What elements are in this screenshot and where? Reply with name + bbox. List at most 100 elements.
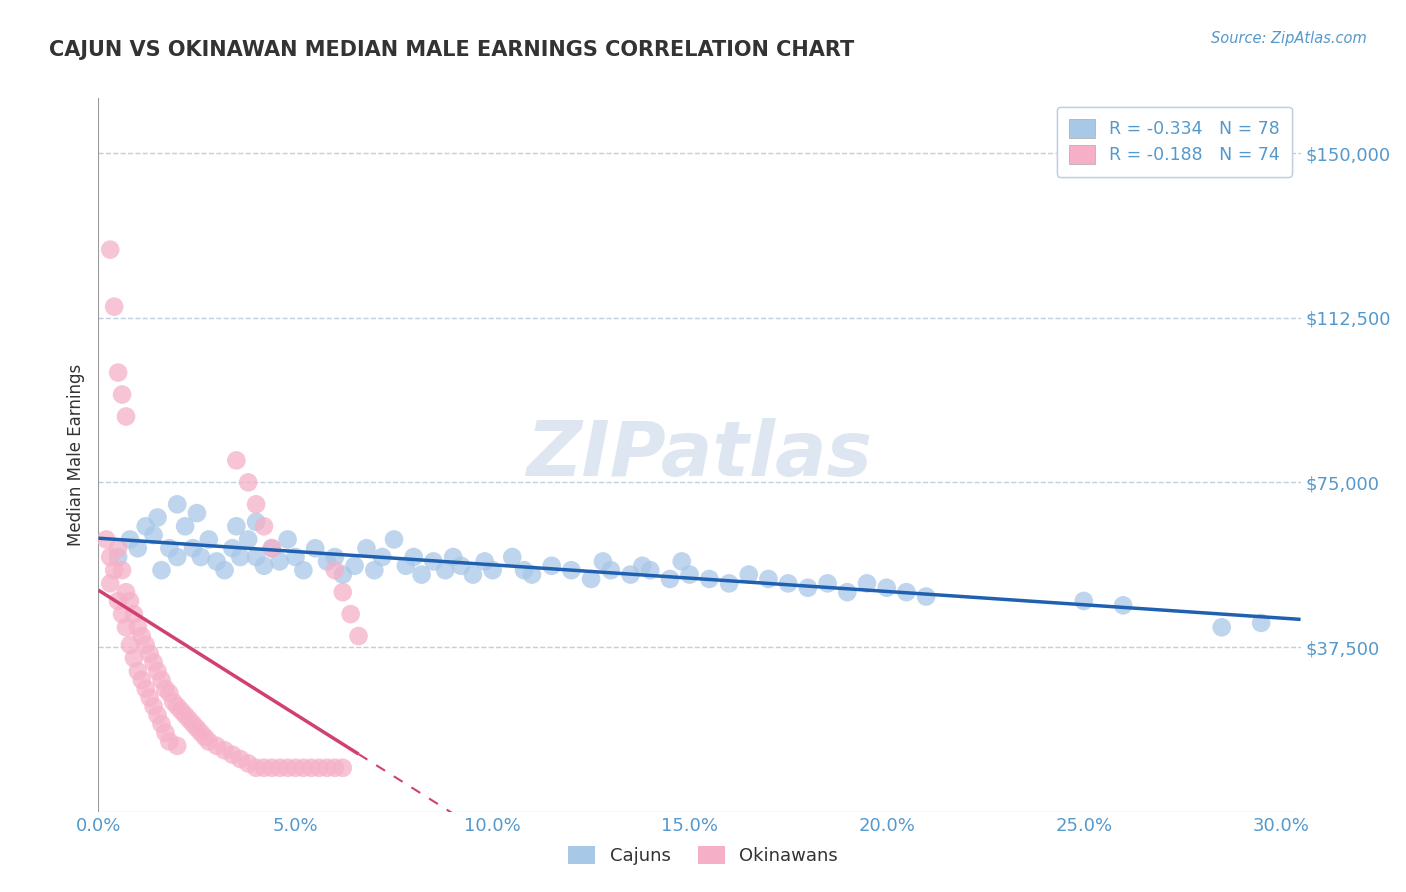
Point [1073, 594, 1095, 608]
Y-axis label: Median Male Earnings: Median Male Earnings [67, 364, 86, 546]
Point [817, 576, 839, 591]
Point [98, 243, 121, 257]
Point [513, 563, 536, 577]
Point [111, 607, 134, 621]
Point [277, 761, 299, 775]
Point [135, 681, 157, 696]
Point [1211, 620, 1233, 634]
Point [221, 747, 243, 762]
Point [245, 549, 267, 564]
Point [253, 519, 276, 533]
Point [332, 585, 354, 599]
Point [197, 533, 219, 547]
Point [678, 567, 700, 582]
Point [122, 607, 145, 621]
Point [671, 554, 693, 568]
Point [363, 563, 385, 577]
Point [356, 541, 378, 556]
Text: Source: ZipAtlas.com: Source: ZipAtlas.com [1211, 31, 1367, 46]
Point [118, 533, 141, 547]
Point [837, 585, 859, 599]
Point [107, 541, 129, 556]
Point [115, 620, 138, 634]
Point [323, 563, 346, 577]
Point [896, 585, 918, 599]
Point [245, 515, 267, 529]
Point [332, 567, 354, 582]
Point [560, 563, 582, 577]
Point [115, 409, 138, 424]
Point [135, 638, 157, 652]
Point [260, 541, 283, 556]
Point [260, 541, 283, 556]
Point [778, 576, 800, 591]
Point [253, 558, 276, 573]
Point [292, 563, 315, 577]
Point [107, 594, 129, 608]
Point [631, 558, 654, 573]
Point [166, 497, 188, 511]
Point [434, 563, 457, 577]
Point [181, 541, 204, 556]
Point [441, 549, 464, 564]
Legend: Cajuns, Okinawans: Cajuns, Okinawans [560, 837, 846, 874]
Point [225, 519, 247, 533]
Point [323, 549, 346, 564]
Point [127, 664, 149, 678]
Text: CAJUN VS OKINAWAN MEDIAN MALE EARNINGS CORRELATION CHART: CAJUN VS OKINAWAN MEDIAN MALE EARNINGS C… [49, 40, 855, 60]
Point [150, 563, 173, 577]
Point [738, 567, 761, 582]
Point [579, 572, 602, 586]
Point [190, 549, 212, 564]
Point [856, 576, 879, 591]
Point [186, 721, 208, 735]
Point [155, 725, 177, 739]
Point [138, 690, 160, 705]
Point [157, 734, 180, 748]
Point [238, 533, 260, 547]
Point [316, 761, 339, 775]
Point [638, 563, 661, 577]
Point [229, 752, 252, 766]
Point [115, 585, 138, 599]
Point [299, 761, 322, 775]
Point [316, 554, 339, 568]
Point [501, 549, 523, 564]
Point [658, 572, 681, 586]
Point [177, 713, 200, 727]
Point [797, 581, 820, 595]
Point [135, 519, 157, 533]
Point [382, 533, 405, 547]
Point [269, 554, 291, 568]
Point [214, 743, 236, 757]
Point [127, 620, 149, 634]
Point [1112, 599, 1135, 613]
Point [411, 567, 433, 582]
Point [304, 541, 326, 556]
Point [181, 717, 204, 731]
Point [245, 497, 267, 511]
Point [103, 300, 125, 314]
Point [758, 572, 780, 586]
Point [214, 563, 236, 577]
Point [186, 506, 208, 520]
Point [138, 647, 160, 661]
Point [107, 549, 129, 564]
Point [915, 590, 938, 604]
Point [238, 756, 260, 771]
Point [118, 638, 141, 652]
Point [699, 572, 721, 586]
Point [142, 528, 165, 542]
Point [98, 549, 121, 564]
Point [332, 761, 354, 775]
Point [592, 554, 614, 568]
Point [474, 554, 496, 568]
Point [166, 549, 188, 564]
Point [540, 558, 562, 573]
Point [131, 629, 153, 643]
Point [190, 725, 212, 739]
Point [323, 761, 346, 775]
Point [157, 541, 180, 556]
Point [245, 761, 267, 775]
Point [122, 651, 145, 665]
